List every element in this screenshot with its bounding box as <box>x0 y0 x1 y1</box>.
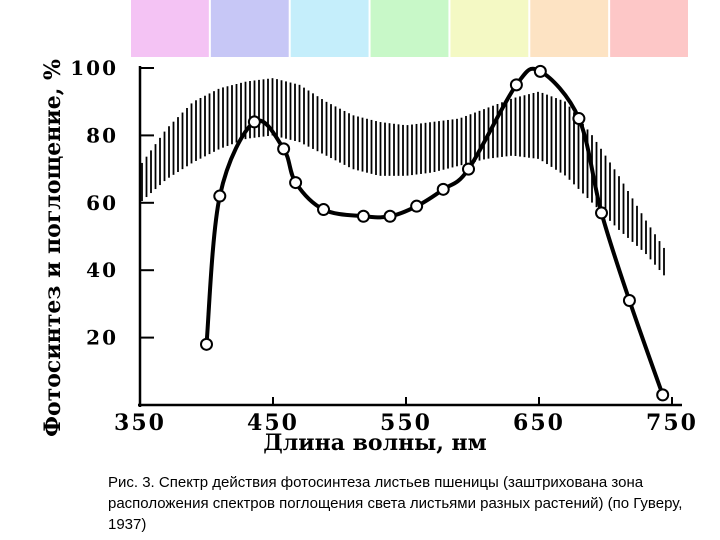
absorption-band-hatching <box>141 78 665 276</box>
y-tick-label: 20 <box>86 326 118 350</box>
y-tick-label: 100 <box>70 56 118 80</box>
data-point <box>595 206 609 220</box>
x-tick-label: 650 <box>513 410 565 436</box>
spectrum-color-strip <box>210 0 289 57</box>
spectrum-color-strip <box>131 0 209 57</box>
spectrum-color-strip <box>610 0 688 57</box>
data-point <box>289 176 303 190</box>
data-point <box>572 112 586 126</box>
x-tick-label: 450 <box>247 410 299 436</box>
data-point <box>277 142 291 156</box>
data-point <box>410 199 424 213</box>
data-point <box>622 294 636 308</box>
figure-caption: Рис. 3. Спектр действия фотосинтеза лист… <box>108 474 683 533</box>
spectrum-color-strip <box>290 0 369 57</box>
y-tick-label: 60 <box>86 191 118 215</box>
photosynthesis-curve <box>204 66 665 397</box>
data-point <box>509 78 523 92</box>
x-tick-label: 550 <box>380 410 432 436</box>
x-axis-title: Длина волны, нм <box>263 430 487 456</box>
x-tick-label: 750 <box>646 410 698 436</box>
data-point-markers <box>200 64 670 402</box>
spectrum-color-strip <box>530 0 609 57</box>
data-point <box>656 388 670 402</box>
data-point <box>462 162 476 176</box>
action-spectrum-chart: 20 40 60 80 100 350 450 550 650 750 Длина волны, … <box>40 0 698 456</box>
y-tick-label: 40 <box>86 258 118 282</box>
data-point <box>213 189 227 203</box>
data-point <box>533 64 547 78</box>
tick-labels: 20 40 60 80 100 350 450 550 650 750 <box>70 56 698 436</box>
data-point <box>317 203 331 217</box>
x-tick-label: 350 <box>114 410 166 436</box>
data-point <box>247 115 261 129</box>
data-point <box>356 209 370 223</box>
spectrum-color-strip <box>370 0 449 57</box>
y-tick-label: 80 <box>86 123 118 147</box>
data-point <box>436 182 450 196</box>
data-point <box>383 209 397 223</box>
visible-spectrum-bar <box>131 0 688 57</box>
spectrum-color-strip <box>450 0 529 57</box>
y-axis-title: Фотосинтез и поглощение, % <box>40 59 66 437</box>
chart-axes <box>138 66 682 407</box>
data-point <box>200 337 213 351</box>
